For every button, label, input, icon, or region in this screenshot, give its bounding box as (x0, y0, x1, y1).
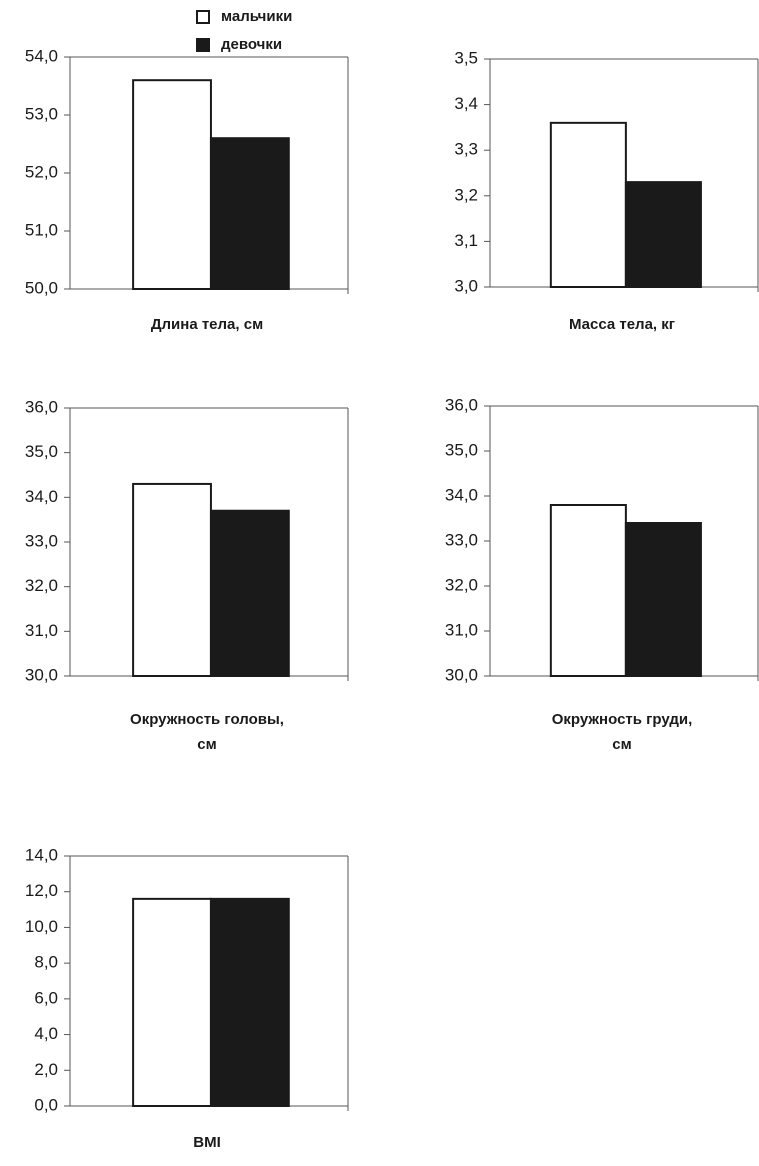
bar (209, 897, 290, 1107)
y-tick-label: 54,0 (25, 46, 58, 65)
y-tick-label: 32,0 (25, 576, 58, 595)
y-tick-label: 35,0 (25, 442, 58, 461)
y-tick-label: 52,0 (25, 162, 58, 181)
y-tick-label: 3,0 (454, 276, 478, 295)
y-tick-label: 3,1 (454, 231, 478, 250)
y-tick-label: 10,0 (25, 917, 58, 936)
y-tick-label: 30,0 (445, 665, 478, 684)
y-tick-label: 8,0 (34, 953, 58, 972)
y-tick-label: 0,0 (34, 1095, 58, 1114)
bar (549, 121, 627, 288)
y-tick-label: 34,0 (445, 485, 478, 504)
x-axis-label: Окружность головы, (130, 711, 284, 728)
y-tick-label: 31,0 (25, 621, 58, 640)
y-tick-label: 33,0 (445, 530, 478, 549)
bar (549, 504, 627, 677)
y-tick-label: 3,5 (454, 48, 478, 67)
bar (209, 509, 290, 677)
x-axis-label: см (612, 736, 631, 753)
bar (132, 482, 212, 677)
y-tick-label: 35,0 (445, 440, 478, 459)
legend-swatch (196, 38, 210, 52)
x-axis-label: BMI (193, 1134, 221, 1151)
legend-label: девочки (221, 36, 282, 53)
y-tick-label: 14,0 (25, 845, 58, 864)
y-tick-label: 50,0 (25, 278, 58, 297)
y-tick-label: 32,0 (445, 575, 478, 594)
x-axis-label: Длина тела, см (151, 316, 263, 333)
y-tick-label: 36,0 (445, 395, 478, 414)
y-tick-label: 4,0 (34, 1024, 58, 1043)
legend-label: мальчики (221, 8, 292, 25)
y-tick-label: 33,0 (25, 531, 58, 550)
y-tick-label: 31,0 (445, 620, 478, 639)
bar (132, 79, 212, 290)
bar (132, 897, 212, 1107)
bar (624, 181, 702, 288)
bar (209, 137, 290, 290)
y-tick-label: 2,0 (34, 1060, 58, 1079)
y-tick-label: 51,0 (25, 220, 58, 239)
y-tick-label: 6,0 (34, 988, 58, 1007)
legend-swatch (196, 10, 210, 24)
y-tick-label: 30,0 (25, 665, 58, 684)
y-tick-label: 3,4 (454, 94, 478, 113)
y-tick-label: 3,3 (454, 140, 478, 159)
y-tick-label: 3,2 (454, 185, 478, 204)
y-tick-label: 53,0 (25, 104, 58, 123)
bar (624, 522, 702, 677)
y-tick-label: 36,0 (25, 397, 58, 416)
x-axis-label: см (197, 736, 216, 753)
x-axis-label: Окружность груди, (552, 711, 693, 728)
y-tick-label: 34,0 (25, 487, 58, 506)
y-tick-label: 12,0 (25, 881, 58, 900)
x-axis-label: Масса тела, кг (569, 316, 675, 333)
